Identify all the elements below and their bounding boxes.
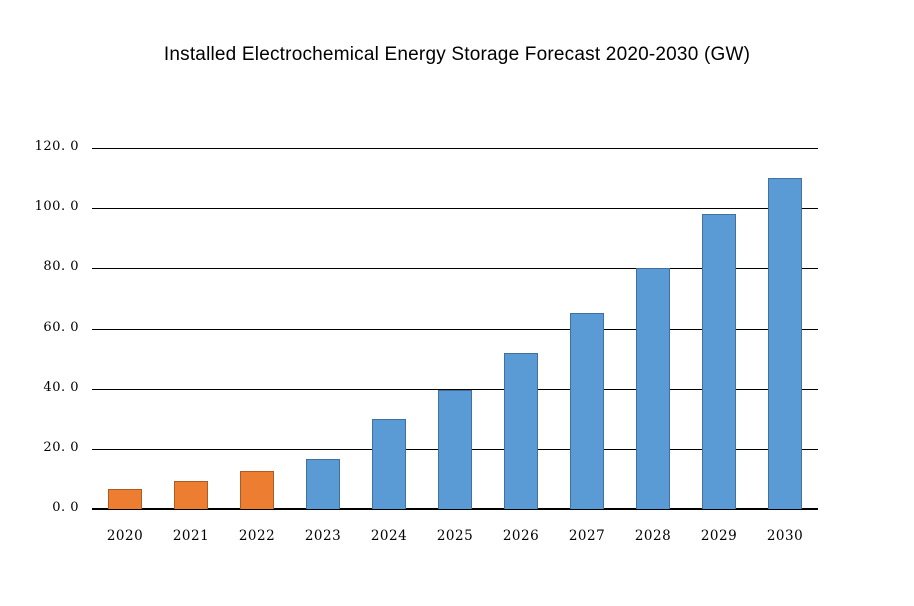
bar-2025	[438, 389, 472, 509]
chart-title: Installed Electrochemical Energy Storage…	[163, 44, 751, 65]
gridline-120	[92, 148, 818, 149]
y-tick-label-80: 80. 0	[43, 259, 79, 275]
bar-2028	[636, 268, 670, 509]
bar-2027	[570, 313, 604, 509]
x-tick-label-2026: 2026	[502, 528, 540, 544]
gridline-40	[92, 388, 818, 390]
x-tick-label-2027: 2027	[568, 528, 606, 544]
bar-2023	[306, 459, 340, 509]
bar-2024	[372, 418, 406, 509]
gridline-60	[92, 328, 818, 330]
bar-2030	[768, 178, 802, 509]
y-tick-label-40: 40. 0	[43, 379, 79, 395]
bar-2020	[108, 489, 142, 509]
x-tick-label-2021: 2021	[172, 528, 210, 544]
x-axis-line	[92, 508, 818, 510]
x-tick-label-2030: 2030	[766, 528, 804, 544]
y-tick-label-0: 0. 0	[52, 500, 79, 515]
plot-area	[92, 148, 818, 510]
x-tick-label-2024: 2024	[370, 528, 408, 544]
y-tick-label-60: 60. 0	[43, 319, 79, 335]
x-tick-label-2023: 2023	[304, 528, 342, 544]
y-tick-label-100: 100. 0	[34, 199, 79, 215]
y-tick-label-120: 120. 0	[34, 139, 79, 154]
gridline-100	[92, 208, 818, 210]
x-tick-label-2025: 2025	[436, 528, 474, 544]
bar-2021	[174, 481, 208, 509]
y-tick-label-20: 20. 0	[43, 439, 79, 455]
x-tick-label-2022: 2022	[238, 528, 276, 544]
x-tick-label-2020: 2020	[106, 528, 144, 544]
bar-2026	[504, 352, 538, 509]
gridline-80	[92, 268, 818, 270]
x-tick-label-2028: 2028	[634, 528, 672, 544]
bar-2022	[240, 471, 274, 509]
x-tick-label-2029: 2029	[700, 528, 738, 544]
bar-2029	[702, 214, 736, 509]
